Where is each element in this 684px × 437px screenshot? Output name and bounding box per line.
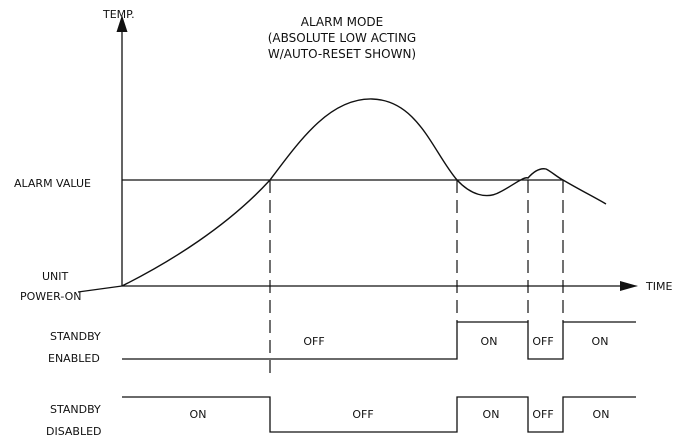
standby-enabled-label-1: STANDBY xyxy=(50,330,101,343)
title-line-3: W/AUTO-RESET SHOWN) xyxy=(268,47,416,61)
standby-disabled-label-1: STANDBY xyxy=(50,403,101,416)
standby-enabled-waveform xyxy=(122,321,636,360)
alarm-value-label: ALARM VALUE xyxy=(14,177,91,190)
standby-disabled-state-4: OFF xyxy=(532,408,553,421)
standby-disabled-state-1: ON xyxy=(190,408,207,421)
y-axis-label: TEMP. xyxy=(102,8,135,21)
temperature-curve xyxy=(121,98,607,287)
power-on-pointer xyxy=(77,285,123,293)
standby-enabled-state-1: OFF xyxy=(303,335,324,348)
standby-enabled-state-3: OFF xyxy=(532,335,553,348)
standby-enabled-state-2: ON xyxy=(481,335,498,348)
standby-enabled-label-2: ENABLED xyxy=(48,352,100,365)
x-axis-arrow xyxy=(620,281,638,291)
x-axis-label: TIME xyxy=(645,280,672,293)
y-axis-arrow xyxy=(116,15,128,32)
standby-disabled-label-2: DISABLED xyxy=(46,425,102,437)
title-line-2: (ABSOLUTE LOW ACTING xyxy=(268,31,416,45)
standby-disabled-state-3: ON xyxy=(483,408,500,421)
unit-label: UNIT xyxy=(42,270,69,283)
power-on-label: POWER-ON xyxy=(20,290,81,303)
standby-disabled-state-2: OFF xyxy=(352,408,373,421)
standby-enabled-state-4: ON xyxy=(592,335,609,348)
title-line-1: ALARM MODE xyxy=(301,15,384,29)
standby-disabled-waveform xyxy=(122,396,636,433)
standby-disabled-state-5: ON xyxy=(593,408,610,421)
